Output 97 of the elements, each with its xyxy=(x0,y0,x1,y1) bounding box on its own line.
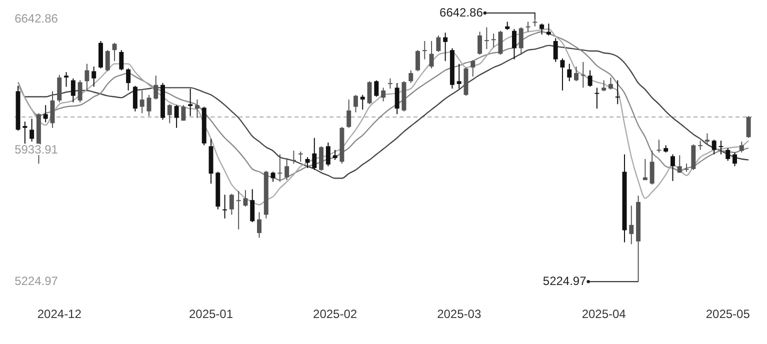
candlestick xyxy=(394,82,400,115)
candlestick xyxy=(746,116,751,138)
x-tick-label: 2025-02 xyxy=(313,307,358,322)
x-tick-label: 2025-05 xyxy=(706,307,750,322)
candlestick xyxy=(332,149,338,160)
x-tick-label: 2025-01 xyxy=(188,307,234,322)
candlestick xyxy=(567,63,572,82)
candlestick xyxy=(718,140,724,155)
candlestick xyxy=(381,87,386,102)
candlestick xyxy=(105,50,110,72)
candlestick xyxy=(132,85,138,112)
candlestick xyxy=(422,40,427,60)
candlestick xyxy=(726,148,730,162)
candlestick xyxy=(291,150,296,164)
candlestick xyxy=(580,61,586,88)
candlestick xyxy=(278,154,282,182)
candlestick xyxy=(188,88,193,117)
candlestick xyxy=(732,152,738,167)
candlestick xyxy=(698,140,703,150)
candlestick xyxy=(181,104,186,122)
candlestick xyxy=(608,77,613,90)
candlestick xyxy=(436,34,441,52)
candlestick xyxy=(443,32,448,62)
candlestick xyxy=(194,99,200,118)
candlestick xyxy=(222,194,228,219)
candlestick xyxy=(64,72,69,88)
candlestick xyxy=(642,158,648,181)
candlestick xyxy=(367,80,372,105)
candlestick xyxy=(512,28,516,60)
candlestick xyxy=(229,193,234,216)
candlestick xyxy=(560,58,565,91)
candlestick xyxy=(416,50,420,72)
candlestick xyxy=(360,94,365,110)
annotation: 6642.86 xyxy=(440,5,484,20)
candlestick xyxy=(84,63,90,91)
candlestick xyxy=(305,156,310,169)
x-tick-label: 2024-12 xyxy=(37,307,82,322)
candlestick xyxy=(574,66,578,82)
candlestick xyxy=(429,40,434,69)
candlestick xyxy=(140,90,144,114)
candlestick xyxy=(588,70,592,88)
candlestick xyxy=(629,205,634,245)
candlestick xyxy=(704,132,710,145)
candlestick xyxy=(470,60,476,78)
candlestick xyxy=(298,151,303,162)
x-tick-label: 2025-03 xyxy=(437,307,482,322)
candlestick xyxy=(456,63,462,90)
candlestick xyxy=(602,80,606,92)
candlestick xyxy=(312,137,317,170)
candlestick xyxy=(119,50,124,71)
candlestick xyxy=(92,66,96,88)
candlestick xyxy=(656,139,662,154)
candlestick xyxy=(243,190,248,208)
candlestick xyxy=(167,104,172,124)
candlestick xyxy=(319,146,324,172)
candlestick xyxy=(126,68,131,91)
candlestick xyxy=(670,154,675,182)
candlestick xyxy=(478,31,482,56)
candlestick xyxy=(257,212,262,238)
candlestick xyxy=(650,150,654,186)
candlestick xyxy=(684,163,689,172)
candlestick xyxy=(739,141,744,154)
candlestick xyxy=(43,104,48,123)
candlestick xyxy=(526,21,530,32)
candlestick xyxy=(250,188,255,223)
candlestick xyxy=(154,75,158,100)
candlestick xyxy=(553,38,558,62)
candlestick xyxy=(484,26,489,50)
candlestick xyxy=(712,139,716,155)
candlestick xyxy=(22,121,28,146)
candlestick xyxy=(78,80,82,103)
candlestick xyxy=(346,99,352,128)
candlestick xyxy=(30,118,34,142)
candlestick xyxy=(374,80,379,98)
candlestick xyxy=(615,80,620,105)
candlestick xyxy=(174,104,179,128)
candlestick xyxy=(498,30,503,56)
candlestick xyxy=(518,26,524,56)
candlestick xyxy=(491,33,496,48)
candlestick xyxy=(388,78,392,90)
candlestick xyxy=(236,190,241,230)
candlestick xyxy=(70,78,76,103)
candlestick xyxy=(408,70,414,84)
x-tick-label: 2025-04 xyxy=(582,307,626,322)
candlestick xyxy=(57,74,62,103)
candlestick xyxy=(691,144,696,170)
annotation: 5224.97 xyxy=(542,274,587,288)
candlestick xyxy=(326,142,330,167)
candlestick xyxy=(594,87,600,110)
candlestick xyxy=(677,154,682,174)
candlestick xyxy=(540,23,544,36)
candlestick xyxy=(146,94,152,117)
candlestick xyxy=(270,171,276,182)
candlestick xyxy=(546,23,551,36)
candlestick xyxy=(353,94,358,113)
candlestick xyxy=(284,158,290,181)
candlestick xyxy=(112,42,117,62)
